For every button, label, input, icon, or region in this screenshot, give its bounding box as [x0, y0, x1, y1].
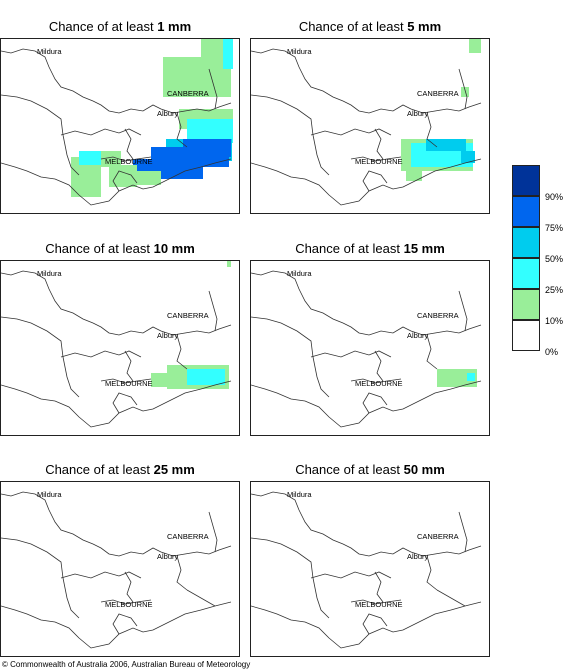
place-label-melbourne: MELBOURNE [355, 157, 403, 166]
panel-10mm: Chance of at least 10 mm M [0, 240, 240, 450]
map: Mildura CANBERRA Albury MELBOURNE [250, 481, 490, 657]
legend-swatch-75 [512, 196, 540, 227]
place-label-albury: Albury [157, 331, 179, 340]
rainfall-overlay [1, 39, 233, 206]
probability-cells [437, 369, 477, 387]
place-label-canberra: CANBERRA [167, 89, 209, 98]
panel-25mm: Chance of at least 25 mm Mildura CANBERR… [0, 461, 240, 671]
legend-label-90: 90% [545, 192, 564, 202]
place-label-mildura: Mildura [287, 490, 312, 499]
boundary-lines [251, 270, 482, 428]
legend-swatch-0 [512, 320, 540, 351]
boundary-lines [1, 491, 232, 649]
place-label-mildura: Mildura [287, 269, 312, 278]
place-label-mildura: Mildura [37, 47, 62, 56]
place-label-melbourne: MELBOURNE [105, 157, 153, 166]
place-label-albury: Albury [157, 109, 179, 118]
rainfall-overlay [1, 491, 232, 649]
map: Mildura CANBERRA Albury MELBOURNE [0, 481, 240, 657]
legend-label-10: 10% [545, 316, 564, 326]
panel-title: Chance of at least 50 mm [295, 462, 445, 477]
legend-label-50: 50% [545, 254, 564, 264]
map: Mildura CANBERRA Albury MELBOURNE [250, 38, 490, 214]
copyright-notice: © Commonwealth of Australia 2006, Austra… [2, 660, 251, 669]
place-label-mildura: Mildura [287, 47, 312, 56]
panel-title: Chance of at least 10 mm [45, 241, 195, 256]
legend-label-0: 0% [545, 347, 559, 357]
place-label-albury: Albury [407, 109, 429, 118]
map: Mildura CANBERRA Albury MELBOURNE [250, 260, 490, 436]
legend-swatch-25 [512, 258, 540, 289]
probability-cells [71, 39, 233, 197]
legend-swatch-10 [512, 289, 540, 320]
panel-title: Chance of at least 1 mm [48, 19, 192, 34]
panel-title: Chance of at least 5 mm [298, 19, 442, 34]
panel-title: Chance of at least 25 mm [45, 462, 195, 477]
place-label-canberra: CANBERRA [417, 532, 459, 541]
rainfall-overlay [1, 261, 232, 428]
rainfall-overlay [251, 270, 482, 428]
place-label-melbourne: MELBOURNE [105, 379, 153, 388]
place-label-albury: Albury [407, 331, 429, 340]
boundary-lines [251, 48, 482, 206]
place-label-canberra: CANBERRA [417, 89, 459, 98]
legend-swatch-50 [512, 227, 540, 258]
place-label-melbourne: MELBOURNE [105, 600, 153, 609]
boundary-lines [251, 491, 482, 649]
rainfall-overlay [251, 491, 482, 649]
probability-cells [151, 261, 231, 389]
place-label-canberra: CANBERRA [167, 532, 209, 541]
map: Mildura CANBERRA Albury MELBOURNE [0, 38, 240, 214]
boundary-lines [1, 48, 232, 206]
place-label-canberra: CANBERRA [167, 311, 209, 320]
panel-50mm: Chance of at least 50 mm Mildura CANBERR… [250, 461, 490, 671]
boundary-lines [1, 270, 232, 428]
place-label-canberra: CANBERRA [417, 311, 459, 320]
panel-5mm: Chance of at least 5 mm [250, 18, 490, 228]
place-label-melbourne: MELBOURNE [355, 600, 403, 609]
legend-label-75: 75% [545, 223, 564, 233]
panel-1mm: Chance of at least 1 mm [0, 18, 240, 228]
place-label-albury: Albury [157, 552, 179, 561]
place-label-melbourne: MELBOURNE [355, 379, 403, 388]
rainfall-overlay [251, 39, 482, 206]
panel-title: Chance of at least 15 mm [295, 241, 445, 256]
place-label-mildura: Mildura [37, 269, 62, 278]
probability-cells [401, 39, 481, 181]
place-label-albury: Albury [407, 552, 429, 561]
legend-swatch-90 [512, 165, 540, 196]
map: Mildura CANBERRA Albury MELBOURNE [0, 260, 240, 436]
place-label-mildura: Mildura [37, 490, 62, 499]
legend-label-25: 25% [545, 285, 564, 295]
panel-15mm: Chance of at least 15 mm Mildura CANBERR [250, 240, 490, 450]
